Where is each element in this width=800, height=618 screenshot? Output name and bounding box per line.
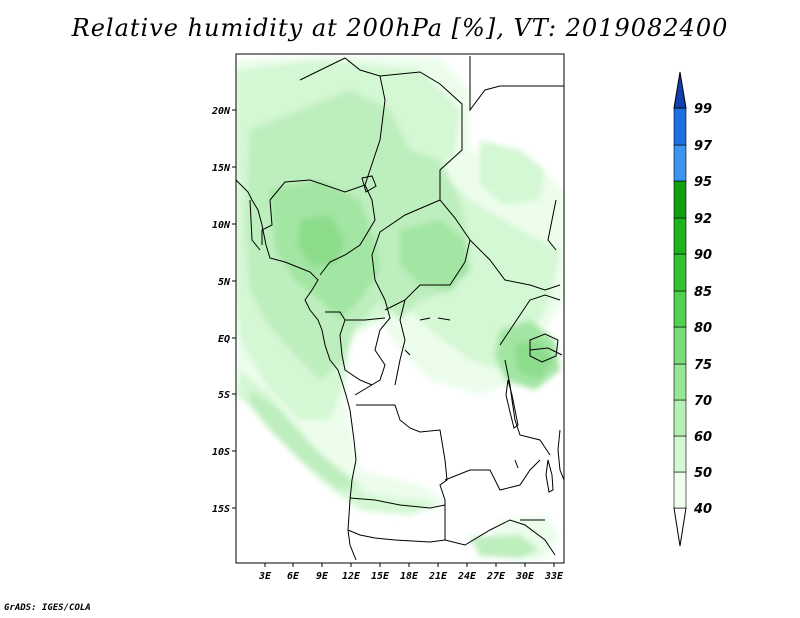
border	[469, 56, 564, 112]
border	[249, 199, 261, 251]
colorbar-segment	[673, 435, 687, 473]
colorbar-segment	[673, 471, 687, 509]
colorbar: 40 50 60 70 75 80 85 90 92 95 97 99	[673, 71, 713, 547]
border	[469, 239, 561, 291]
colorbar-segment	[673, 399, 687, 437]
colorbar-label: 90	[694, 248, 712, 263]
colorbar-label: 50	[694, 466, 712, 481]
lat-tick-label: EQ	[218, 334, 230, 345]
border	[499, 294, 561, 346]
colorbar-segment	[673, 253, 687, 292]
border	[349, 497, 446, 509]
border	[444, 459, 541, 491]
lon-axis: 3E 6E 9E 12E 15E 18E 21E 24E 27E 30E 33E	[258, 563, 564, 582]
lon-tick-label: 33E	[544, 571, 564, 582]
grads-credit: GrADS: IGES/COLA	[4, 603, 91, 613]
lake-tanganyika	[505, 379, 519, 429]
humidity-field	[236, 55, 564, 560]
border	[356, 404, 448, 540]
border	[394, 299, 406, 386]
country-borders	[236, 56, 564, 561]
lat-tick-label: 15N	[212, 163, 231, 174]
humidity-band-75	[515, 340, 552, 378]
humidity-band-60	[250, 390, 360, 490]
colorbar-label: 75	[694, 358, 712, 373]
colorbar-label: 99	[694, 102, 712, 117]
coastline-east-africa	[557, 429, 564, 481]
lat-tick-label: 10S	[212, 447, 230, 458]
border	[269, 57, 386, 201]
lon-tick-label: 6E	[287, 571, 300, 582]
lon-tick-label: 21E	[428, 571, 448, 582]
lon-tick-label: 24E	[457, 571, 477, 582]
lon-tick-label: 9E	[316, 571, 329, 582]
colorbar-label: 92	[694, 212, 712, 227]
lake-malawi	[545, 459, 554, 493]
border	[261, 199, 273, 245]
lon-tick-label: 12E	[342, 571, 361, 582]
lake-chad	[361, 175, 377, 193]
humidity-band-70	[400, 220, 470, 290]
colorbar-label: 95	[694, 175, 712, 190]
border	[339, 319, 373, 386]
coastline-west-africa	[236, 179, 357, 561]
colorbar-lower-extension	[673, 507, 687, 547]
border	[529, 347, 563, 356]
lake-victoria	[529, 333, 559, 363]
border	[354, 299, 391, 396]
border	[547, 199, 557, 251]
colorbar-segment	[673, 363, 687, 401]
humidity-band-50	[480, 140, 545, 205]
lon-tick-label: 18E	[400, 571, 419, 582]
border	[371, 199, 441, 301]
lat-tick-label: 5S	[218, 390, 230, 401]
border	[379, 71, 471, 263]
colorbar-segment	[673, 107, 687, 146]
colorbar-segment	[673, 180, 687, 219]
border	[384, 261, 466, 311]
colorbar-label: 40	[693, 502, 712, 517]
lat-axis: 20N 15N 10N 5N EQ 5S 10S 15S	[211, 106, 236, 515]
border	[347, 529, 446, 543]
lon-tick-label: 27E	[486, 571, 506, 582]
river-congo	[404, 317, 545, 521]
map-frame	[235, 53, 565, 564]
lon-tick-label: 3E	[258, 571, 272, 582]
colorbar-label: 97	[694, 139, 713, 154]
colorbar-label: 85	[694, 285, 712, 300]
colorbar-label: 70	[694, 394, 712, 409]
lon-tick-label: 30E	[515, 571, 535, 582]
colorbar-segment	[673, 326, 687, 365]
colorbar-label: 80	[694, 321, 712, 336]
colorbar-segment	[673, 290, 687, 328]
lat-tick-label: 5N	[218, 277, 231, 288]
colorbar-segment	[673, 217, 687, 255]
humidity-band-75	[298, 215, 345, 265]
colorbar-upper-extension	[673, 71, 687, 109]
figure-title: Relative humidity at 200hPa [%], VT: 201…	[71, 14, 729, 42]
lat-tick-label: 15S	[212, 504, 230, 515]
border	[504, 359, 551, 456]
humidity-band-60	[470, 535, 540, 558]
colorbar-segment	[673, 144, 687, 182]
lat-tick-label: 10N	[212, 220, 231, 231]
border	[319, 184, 376, 276]
lon-tick-label: 15E	[371, 571, 390, 582]
colorbar-label: 60	[694, 430, 712, 445]
border	[444, 519, 556, 556]
lat-tick-label: 20N	[211, 106, 231, 117]
